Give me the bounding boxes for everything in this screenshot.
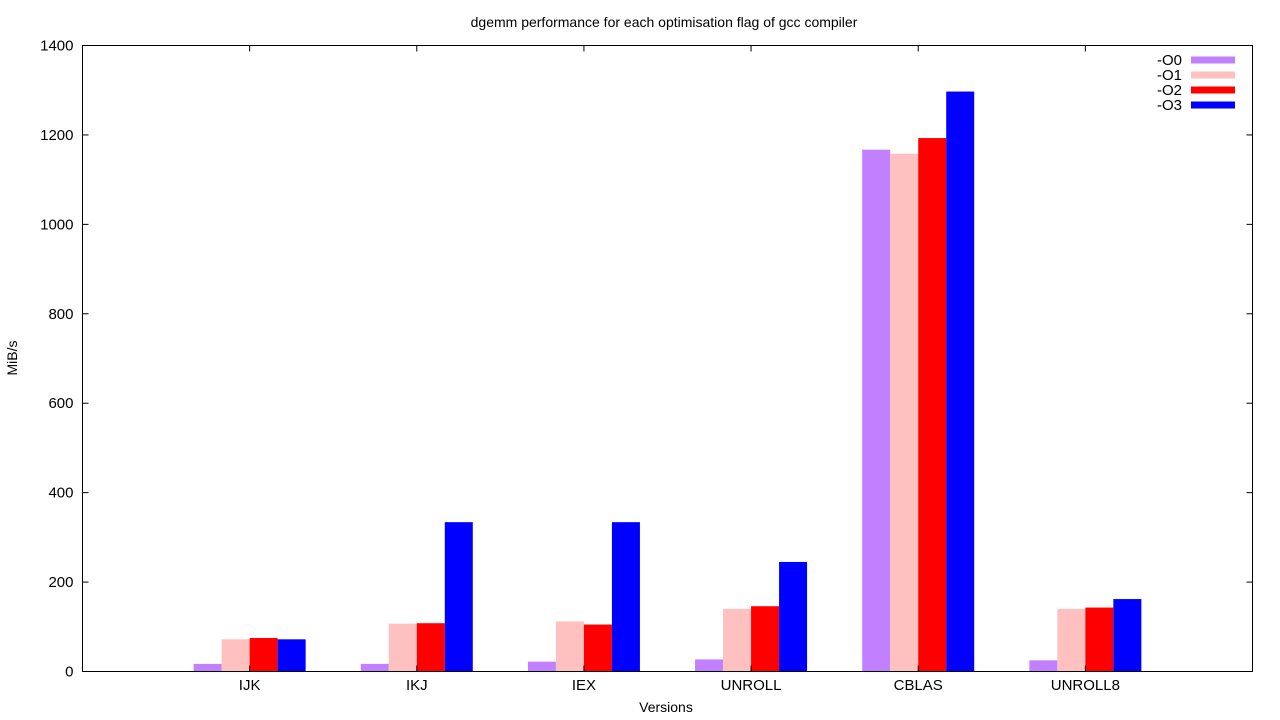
bar-unroll-o3 [779, 561, 808, 672]
legend-swatch [1191, 101, 1235, 109]
x-tick-label: CBLAS [894, 677, 943, 694]
bar-ijk-o1 [221, 639, 250, 672]
x-tick-label: IJK [239, 677, 261, 694]
bar-unroll-o1 [723, 608, 752, 672]
bar-cblas-o2 [918, 138, 947, 672]
bar-iex-o1 [555, 621, 584, 672]
bar-ikj-o0 [360, 663, 389, 672]
bar-ikj-o3 [444, 522, 473, 672]
bars-group [193, 91, 1142, 672]
bar-cblas-o3 [946, 91, 975, 672]
y-tick-label: 1000 [40, 216, 73, 233]
y-tick-label: 200 [48, 574, 73, 591]
ticks-group: 0 200 400 600 800 1000 1200 1400 IJK IKJ IEX UNROLL… [40, 38, 1253, 694]
legend-label: -O3 [1157, 97, 1182, 114]
bar-cblas-o0 [862, 149, 891, 672]
y-tick-label: 400 [48, 485, 73, 502]
bar-ikj-o1 [388, 623, 417, 672]
x-axis-label: Versions [639, 699, 693, 715]
x-tick-label: IKJ [406, 677, 428, 694]
y-tick-label: 600 [48, 395, 73, 412]
bar-unroll-o0 [695, 659, 724, 672]
x-tick-label: UNROLL8 [1051, 677, 1120, 694]
legend-swatch [1191, 86, 1235, 94]
legend: -O0-O1-O2-O3 [1157, 52, 1235, 114]
chart-title: dgemm performance for each optimisation … [471, 14, 858, 30]
y-tick-label: 1200 [40, 127, 73, 144]
bar-ijk-o2 [249, 637, 278, 672]
x-tick-label: IEX [572, 677, 596, 694]
y-tick-label: 0 [65, 664, 73, 681]
y-tick-label: 800 [48, 306, 73, 323]
legend-label: -O0 [1157, 52, 1182, 69]
bar-unroll-o2 [751, 606, 780, 672]
bar-iex-o2 [583, 624, 612, 672]
bar-iex-o3 [611, 522, 640, 672]
bar-ijk-o0 [193, 663, 222, 672]
bar-ikj-o2 [416, 623, 445, 672]
bar-unroll8-o1 [1057, 608, 1086, 672]
legend-swatch [1191, 71, 1235, 79]
plot-frame [82, 45, 1253, 672]
bar-ijk-o3 [277, 639, 306, 672]
legend-label: -O1 [1157, 67, 1182, 84]
x-tick-label: UNROLL [721, 677, 782, 694]
bar-cblas-o1 [890, 153, 919, 672]
legend-swatch [1191, 56, 1235, 64]
bar-unroll8-o0 [1029, 660, 1058, 672]
bar-unroll8-o3 [1113, 599, 1142, 672]
y-axis-label: MiB/s [4, 341, 20, 376]
y-tick-label: 1400 [40, 38, 73, 55]
bar-iex-o0 [527, 661, 556, 672]
legend-label: -O2 [1157, 82, 1182, 99]
bar-unroll8-o2 [1085, 607, 1114, 672]
